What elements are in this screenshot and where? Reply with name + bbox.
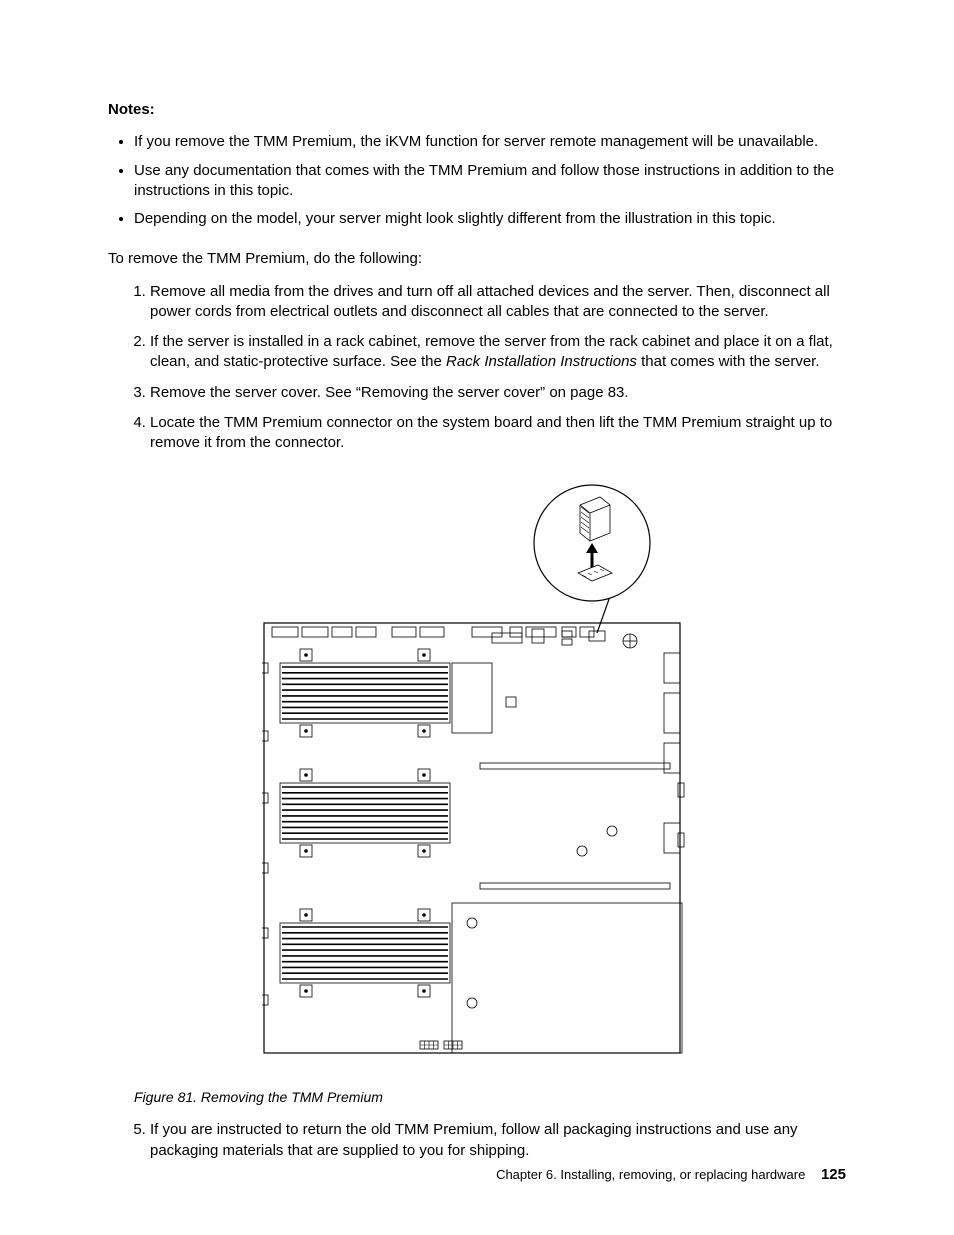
- page-footer: Chapter 6. Installing, removing, or repl…: [496, 1165, 846, 1185]
- note-item: Use any documentation that comes with th…: [134, 161, 846, 202]
- system-board-diagram: [262, 483, 692, 1063]
- step-text: that comes with the server.: [637, 353, 820, 370]
- note-item: Depending on the model, your server migh…: [134, 209, 846, 229]
- steps-list-continued: If you are instructed to return the old …: [108, 1120, 846, 1161]
- step-item: If you are instructed to return the old …: [150, 1120, 846, 1161]
- page-number: 125: [821, 1166, 846, 1183]
- notes-list: If you remove the TMM Premium, the iKVM …: [108, 132, 846, 229]
- figure-container: [108, 483, 846, 1069]
- step-item: If the server is installed in a rack cab…: [150, 332, 846, 373]
- doc-reference: Rack Installation Instructions: [446, 353, 637, 370]
- step-item: Remove the server cover. See “Removing t…: [150, 383, 846, 403]
- steps-list: Remove all media from the drives and tur…: [108, 282, 846, 454]
- intro-text: To remove the TMM Premium, do the follow…: [108, 249, 846, 269]
- chapter-label: Chapter 6. Installing, removing, or repl…: [496, 1167, 805, 1182]
- note-item: If you remove the TMM Premium, the iKVM …: [134, 132, 846, 152]
- document-page: Notes: If you remove the TMM Premium, th…: [0, 0, 954, 1235]
- step-item: Locate the TMM Premium connector on the …: [150, 413, 846, 454]
- step-item: Remove all media from the drives and tur…: [150, 282, 846, 323]
- notes-heading: Notes:: [108, 100, 846, 120]
- figure-caption: Figure 81. Removing the TMM Premium: [134, 1088, 846, 1107]
